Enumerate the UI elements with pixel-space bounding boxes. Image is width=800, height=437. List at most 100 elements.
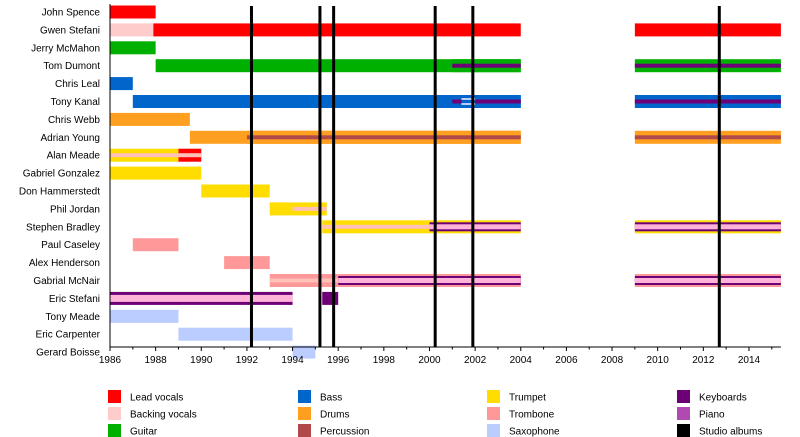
- member-row: [110, 309, 179, 323]
- member-label: Gerard Boisse: [36, 348, 100, 359]
- stripe-keyboards: [634, 99, 781, 104]
- legend: Lead vocals Backing vocals Guitar Bass Drums…: [108, 390, 762, 437]
- legend-swatch: [677, 390, 690, 403]
- member-label: Alan Meade: [47, 151, 101, 162]
- legend-label: Guitar: [130, 427, 158, 437]
- x-tick-label: 2010: [647, 355, 670, 366]
- legend-label: Studio albums: [699, 427, 762, 437]
- member-label: Gabrial McNair: [33, 276, 100, 287]
- member-row: [189, 130, 781, 144]
- bar-segment-bass: [132, 95, 521, 108]
- stripe-keyboards: [634, 63, 781, 68]
- legend-label: Saxophone: [509, 427, 560, 437]
- stripe-backing-vocals: [338, 278, 521, 283]
- legend-item: Percussion: [298, 424, 369, 437]
- x-tick-label: 1988: [145, 355, 168, 366]
- member-row: [132, 95, 781, 108]
- legend-item: Trombone: [487, 407, 555, 421]
- member-label: Chris Leal: [55, 79, 100, 90]
- stripe-backing-vocals: [634, 224, 781, 230]
- bar-segment-backing-vocals: [110, 23, 154, 37]
- member-row: [269, 274, 781, 287]
- member-label: Paul Caseley: [41, 240, 100, 251]
- member-label: Chris Webb: [48, 115, 100, 126]
- legend-item: Lead vocals: [108, 390, 183, 404]
- legend-label: Drums: [320, 410, 349, 421]
- studio-album-lines: [249, 6, 721, 347]
- member-label: Alex Henderson: [29, 258, 100, 269]
- bar-segment-trombone: [224, 256, 270, 270]
- legend-item: Keyboards: [677, 390, 747, 404]
- member-label: Jerry McMahon: [31, 43, 100, 54]
- bar-segment-lead-vocals: [153, 23, 521, 37]
- legend-swatch: [298, 407, 311, 420]
- member-row: [292, 345, 316, 359]
- stripe-backing-vocals: [178, 153, 202, 158]
- bar-segment-drums: [110, 112, 190, 126]
- legend-swatch: [677, 424, 690, 437]
- bars-layer: [110, 5, 781, 359]
- bar-segment-trumpet: [269, 202, 293, 216]
- legend-item: Guitar: [108, 424, 158, 437]
- x-tick-label: 1994: [281, 355, 304, 366]
- stripe-backing-vocals: [429, 224, 521, 230]
- legend-item: Saxophone: [487, 424, 560, 437]
- member-row: [110, 148, 202, 162]
- bar-segment-lead-vocals: [110, 5, 156, 19]
- member-labels: John Spence Gwen Stefani Jerry McMahon Tom …: [19, 8, 101, 359]
- bar-segment-guitar: [110, 41, 156, 55]
- bar-segment-guitar: [155, 59, 521, 73]
- bar-segment-saxophone: [292, 345, 316, 359]
- legend-item: Studio albums: [677, 424, 762, 437]
- member-row: [132, 238, 179, 252]
- bar-segment-saxophone: [110, 309, 179, 323]
- legend-swatch: [487, 407, 500, 420]
- legend-swatch: [677, 407, 690, 420]
- stripe-keyboards: [452, 63, 521, 68]
- member-row: [110, 41, 156, 55]
- legend-item: Backing vocals: [108, 407, 197, 421]
- member-label: Eric Stefani: [49, 294, 100, 305]
- x-tick-label: 2012: [692, 355, 715, 366]
- member-row: [201, 184, 270, 198]
- x-tick-label: 1990: [190, 355, 213, 366]
- x-tick-label: 2014: [738, 355, 761, 366]
- stripe-percussion: [246, 135, 521, 140]
- legend-swatch: [108, 407, 121, 420]
- legend-label: Keyboards: [699, 393, 747, 404]
- member-label: Tom Dumont: [43, 61, 100, 72]
- x-tick-label: 2000: [418, 355, 441, 366]
- bar-segment-trombone: [132, 238, 179, 252]
- member-label: Gwen Stefani: [40, 25, 100, 36]
- stripe-backing-vocals: [634, 278, 781, 283]
- member-row: [269, 202, 327, 216]
- member-row: [110, 166, 202, 180]
- bar-segment-bass: [110, 77, 133, 91]
- member-label: Phil Jordan: [50, 204, 100, 215]
- legend-item: Trumpet: [487, 390, 546, 404]
- bar-segment-trumpet: [201, 184, 270, 198]
- member-row: [322, 220, 781, 234]
- stripe-saxophone: [461, 103, 476, 105]
- member-row: [178, 327, 293, 341]
- member-label: Tony Kanal: [51, 97, 100, 108]
- x-tick-label: 2006: [555, 355, 578, 366]
- x-axis: 1986 1988 1990 1992 1994 1996 1998 2000 2002 2004…: [99, 4, 781, 366]
- stripe-backing-vocals: [292, 206, 327, 211]
- member-label: Adrian Young: [40, 133, 100, 144]
- legend-label: Trombone: [509, 410, 555, 421]
- member-row: [110, 291, 339, 305]
- member-label: Tony Meade: [46, 312, 101, 323]
- member-label: Don Hammerstedt: [19, 187, 100, 198]
- x-tick-label: 1998: [373, 355, 396, 366]
- x-tick-label: 1992: [236, 355, 259, 366]
- legend-swatch: [487, 424, 500, 437]
- legend-swatch: [108, 390, 121, 403]
- member-label: Eric Carpenter: [36, 330, 101, 341]
- x-tick-label: 2002: [464, 355, 487, 366]
- legend-item: Drums: [298, 407, 349, 421]
- legend-swatch: [487, 390, 500, 403]
- legend-swatch: [108, 424, 121, 437]
- member-label: John Spence: [42, 8, 101, 19]
